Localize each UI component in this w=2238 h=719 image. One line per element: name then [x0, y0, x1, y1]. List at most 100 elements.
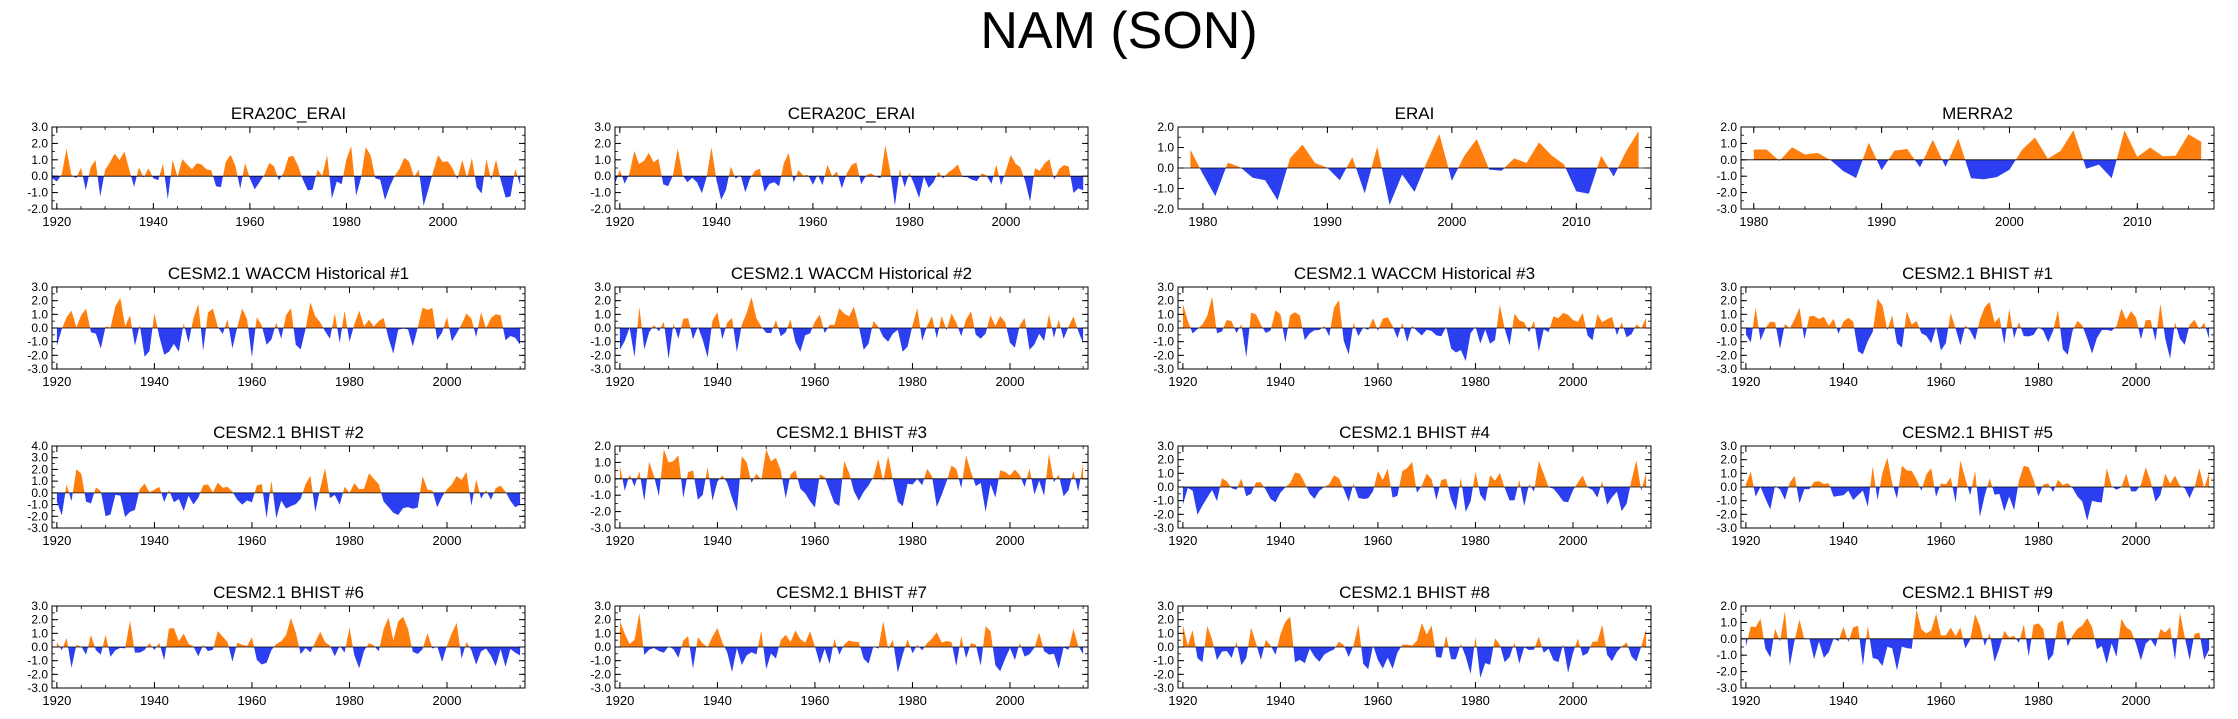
x-tick-label: 1960	[237, 374, 266, 389]
x-tick-label: 1920	[1168, 374, 1197, 389]
y-tick-label: 1.0	[31, 153, 48, 167]
y-tick-label: 0.0	[594, 169, 611, 183]
y-tick-label: 0.0	[594, 640, 611, 654]
x-tick-label: 1920	[42, 533, 71, 548]
panel-title: ERA20C_ERAI	[231, 104, 346, 123]
x-tick-label: 2000	[433, 693, 462, 708]
y-tick-label: 4.0	[31, 439, 48, 453]
x-tick-label: 1920	[1168, 693, 1197, 708]
x-tick-label: 1960	[1926, 693, 1955, 708]
y-tick-label: 1.0	[1157, 307, 1174, 321]
y-tick-label: 1.0	[1720, 615, 1737, 629]
panel-title: CESM2.1 BHIST #2	[213, 423, 364, 442]
y-tick-label: -3.0	[1716, 681, 1737, 695]
x-tick-label: 1960	[237, 693, 266, 708]
y-tick-label: -1.0	[27, 654, 48, 668]
y-tick-label: 3.0	[594, 280, 611, 294]
panel-title: CESM2.1 BHIST #3	[776, 423, 927, 442]
y-tick-label: 0.0	[1720, 480, 1737, 494]
negative-area	[1190, 168, 1639, 205]
y-tick-label: 2.0	[31, 462, 48, 476]
y-tick-label: 3.0	[1157, 280, 1174, 294]
x-tick-label: 1920	[1731, 533, 1760, 548]
y-tick-label: -2.0	[1716, 507, 1737, 521]
x-tick-label: 2000	[1437, 214, 1466, 229]
positive-area	[1753, 130, 2202, 160]
y-tick-label: 0.0	[31, 321, 48, 335]
x-tick-label: 1960	[235, 214, 264, 229]
positive-area	[65, 468, 507, 493]
y-tick-label: 1.0	[1720, 307, 1737, 321]
x-tick-label: 1940	[1829, 693, 1858, 708]
y-tick-label: 2.0	[594, 294, 611, 308]
x-tick-label: 1980	[1461, 693, 1490, 708]
x-tick-label: 1980	[898, 693, 927, 708]
panel-15: CESM2.1 BHIST #8 3.02.01.00.0-1.0-2.0-3.0…	[1153, 583, 1652, 708]
panel-title: CERA20C_ERAI	[788, 104, 916, 123]
negative-area	[619, 478, 1084, 512]
y-tick-label: 0.0	[594, 472, 611, 486]
panel-title: CESM2.1 BHIST #5	[1902, 423, 2053, 442]
x-tick-label: 1940	[1266, 533, 1295, 548]
y-tick-label: -1.0	[590, 488, 611, 502]
x-tick-label: 2000	[428, 214, 457, 229]
panel-title: CESM2.1 BHIST #7	[776, 583, 927, 602]
y-tick-label: 2.0	[594, 613, 611, 627]
positive-area	[1182, 296, 1647, 328]
x-tick-label: 2000	[2122, 374, 2151, 389]
y-tick-label: 1.0	[1720, 136, 1737, 150]
y-tick-label: 2.0	[1157, 613, 1174, 627]
x-tick-label: 1980	[2024, 374, 2053, 389]
y-tick-label: -3.0	[1153, 681, 1174, 695]
positive-area	[619, 613, 1084, 647]
x-tick-label: 2010	[2123, 214, 2152, 229]
positive-area	[52, 146, 521, 177]
y-tick-label: 1.0	[594, 153, 611, 167]
x-tick-label: 1920	[42, 693, 71, 708]
y-tick-label: 1.0	[1720, 466, 1737, 480]
panel-title: CESM2.1 WACCM Historical #2	[731, 264, 972, 283]
y-tick-label: 0.0	[1157, 321, 1174, 335]
y-tick-label: -3.0	[590, 521, 611, 535]
y-tick-label: 1.0	[594, 455, 611, 469]
x-tick-label: 1980	[2024, 693, 2053, 708]
x-tick-label: 1980	[898, 533, 927, 548]
x-tick-label: 1990	[1313, 214, 1342, 229]
y-tick-label: 0.0	[1720, 153, 1737, 167]
negative-area	[1745, 638, 2210, 671]
y-tick-label: 0.0	[31, 640, 48, 654]
x-tick-label: 1920	[42, 214, 71, 229]
positive-area	[1745, 298, 2210, 328]
x-tick-label: 1940	[703, 693, 732, 708]
x-tick-label: 1940	[1266, 374, 1295, 389]
positive-area	[1745, 457, 2210, 487]
x-tick-label: 1980	[335, 533, 364, 548]
figure-title: NAM (SON)	[980, 2, 1258, 60]
x-tick-label: 1920	[605, 214, 634, 229]
x-tick-label: 1980	[2024, 533, 2053, 548]
y-tick-label: 1.0	[31, 307, 48, 321]
y-tick-label: 1.0	[1157, 626, 1174, 640]
negative-area	[1778, 159, 2117, 180]
y-tick-label: -1.0	[27, 186, 48, 200]
panel-title: CESM2.1 BHIST #4	[1339, 423, 1490, 442]
panel-3: ERAI 2.0 1.0 0.0 -1.0 -2.0 1980 1990 2000 2010	[1153, 104, 1652, 229]
y-tick-label: 1.0	[594, 626, 611, 640]
x-tick-label: 1980	[1461, 374, 1490, 389]
negative-area	[1745, 487, 2210, 521]
panel-14: CESM2.1 BHIST #7 3.02.01.00.0-1.0-2.0-3.0…	[590, 583, 1089, 708]
x-tick-label: 2000	[433, 374, 462, 389]
y-tick-label: -1.0	[590, 335, 611, 349]
negative-area	[56, 492, 521, 519]
y-tick-label: -1.0	[1716, 169, 1737, 183]
x-tick-label: 1980	[895, 214, 924, 229]
y-tick-label: -3.0	[27, 521, 48, 535]
negative-area	[619, 328, 1084, 359]
x-tick-label: 1990	[1867, 214, 1896, 229]
x-tick-label: 1940	[702, 214, 731, 229]
panel-11: CESM2.1 BHIST #4 3.02.01.00.0-1.0-2.0-3.0…	[1153, 423, 1652, 548]
x-tick-label: 1920	[42, 374, 71, 389]
y-tick-label: -3.0	[1153, 521, 1174, 535]
